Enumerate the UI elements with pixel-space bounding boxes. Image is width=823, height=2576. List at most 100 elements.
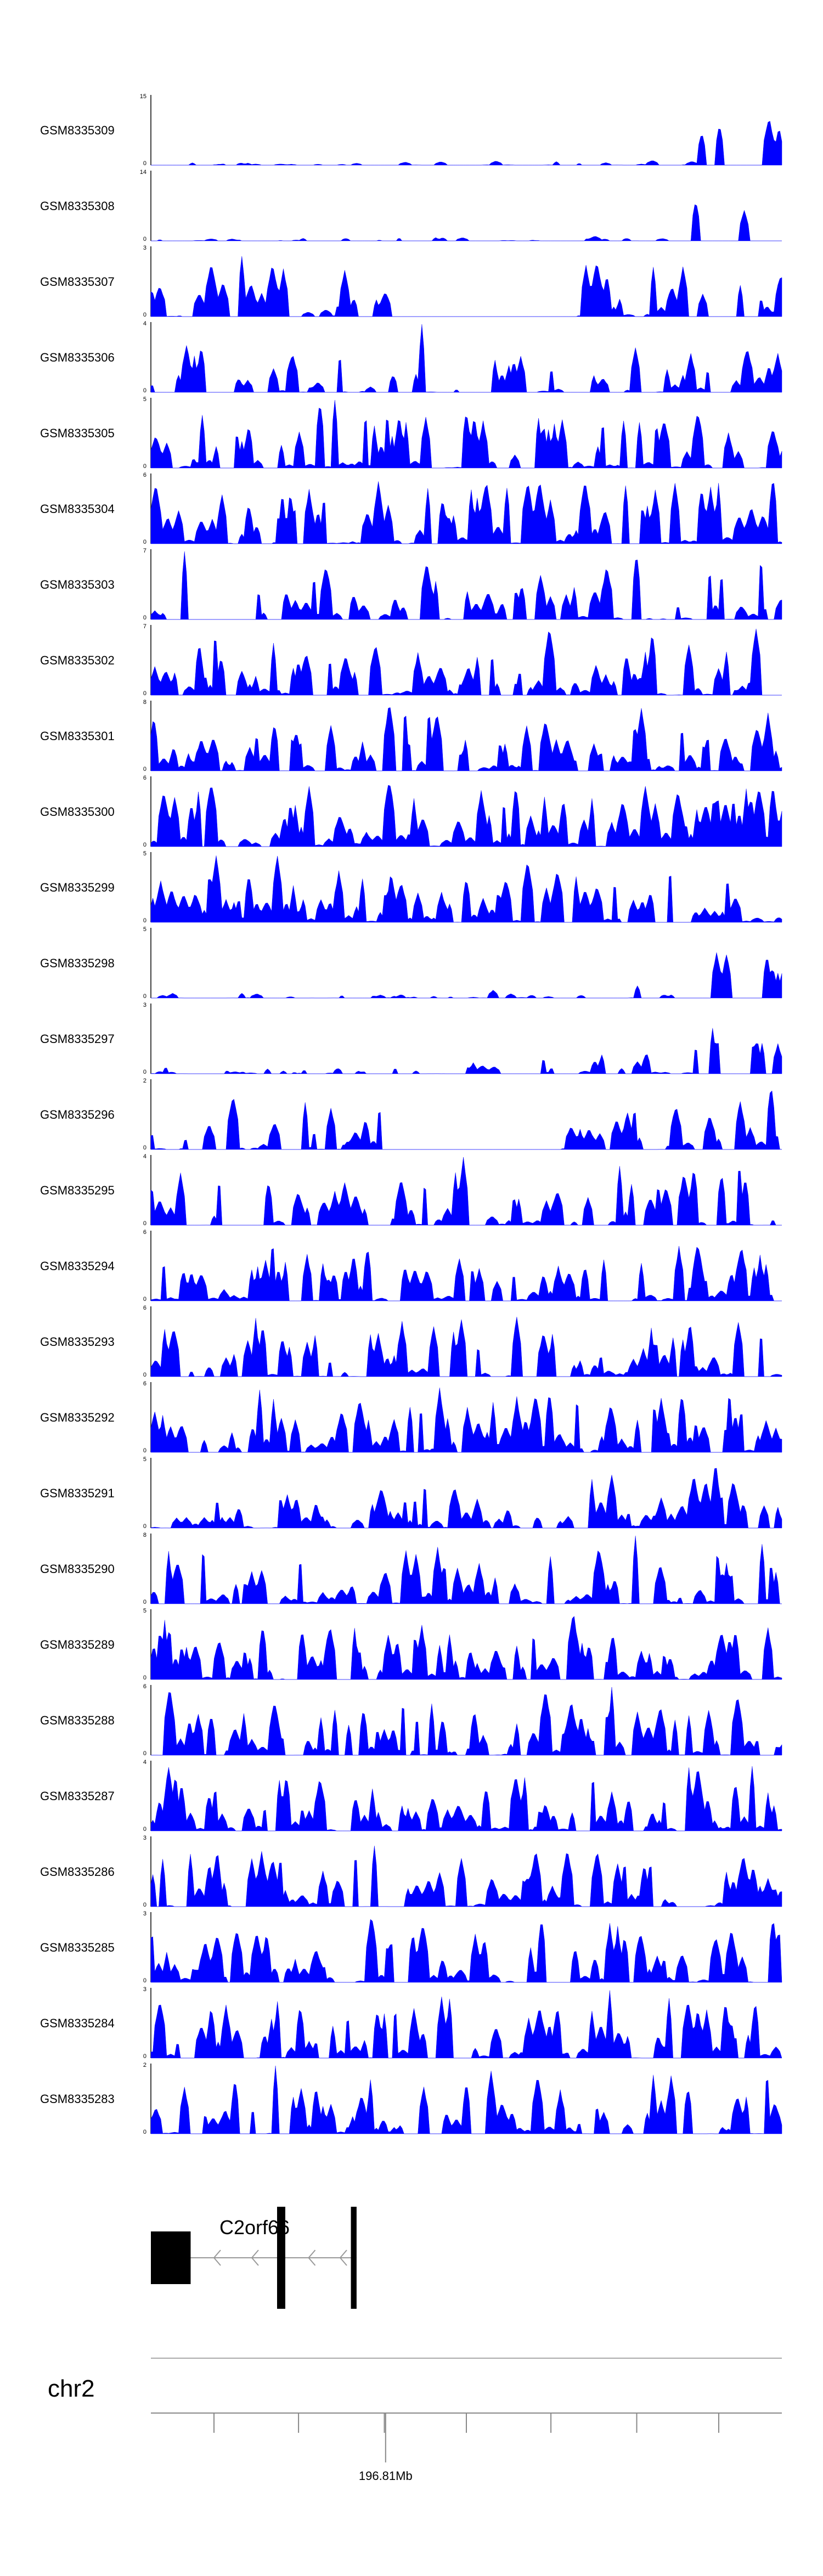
track-GSM8335289: GSM8335289 5 0 bbox=[40, 1608, 782, 1681]
track-ymax-label: 14 bbox=[140, 169, 146, 176]
coverage-area bbox=[150, 399, 782, 469]
coverage-area bbox=[150, 551, 782, 620]
track-ymax-label: 6 bbox=[143, 1380, 146, 1387]
track-ymax-label: 6 bbox=[143, 1229, 146, 1236]
track-label: GSM8335299 bbox=[40, 881, 115, 894]
track-GSM8335303: GSM8335303 7 0 bbox=[40, 548, 782, 621]
track-ymin-label: 0 bbox=[143, 463, 146, 470]
track-ymax-label: 6 bbox=[143, 775, 146, 781]
track-ymin-label: 0 bbox=[143, 1902, 146, 1908]
coverage-area bbox=[150, 1846, 782, 1907]
track-label: GSM8335303 bbox=[40, 578, 115, 591]
track-GSM8335285: GSM8335285 3 0 bbox=[40, 1910, 782, 1984]
track-ymax-label: 8 bbox=[143, 1532, 146, 1538]
track-ymax-label: 6 bbox=[143, 1305, 146, 1311]
track-ymin-label: 0 bbox=[143, 312, 146, 318]
track-ymax-label: 3 bbox=[143, 1986, 146, 1993]
coverage-area bbox=[150, 1388, 782, 1453]
track-ymax-label: 15 bbox=[140, 93, 146, 100]
track-label: GSM8335284 bbox=[40, 2016, 115, 2030]
coverage-area bbox=[150, 1687, 782, 1756]
chromosome-label: chr2 bbox=[48, 2375, 95, 2402]
track-ymax-label: 7 bbox=[143, 623, 146, 630]
track-ymax-label: 2 bbox=[143, 2062, 146, 2068]
exon-block bbox=[277, 2207, 285, 2309]
coverage-area bbox=[150, 707, 782, 771]
track-ymin-label: 0 bbox=[143, 1675, 146, 1681]
track-label: GSM8335291 bbox=[40, 1486, 115, 1500]
track-ymax-label: 5 bbox=[143, 396, 146, 403]
strand-arrow bbox=[339, 2250, 347, 2266]
track-GSM8335283: GSM8335283 2 0 bbox=[40, 2062, 782, 2135]
track-label: GSM8335290 bbox=[40, 1562, 115, 1576]
track-GSM8335301: GSM8335301 8 0 bbox=[40, 699, 782, 773]
track-ymax-label: 3 bbox=[143, 1002, 146, 1008]
track-ymax-label: 5 bbox=[143, 926, 146, 933]
track-GSM8335307: GSM8335307 3 0 bbox=[40, 245, 782, 318]
track-GSM8335305: GSM8335305 5 0 bbox=[40, 396, 782, 470]
track-label: GSM8335286 bbox=[40, 1865, 115, 1879]
track-ymax-label: 4 bbox=[143, 1153, 146, 1160]
coverage-area bbox=[150, 1317, 782, 1377]
track-ymax-label: 7 bbox=[143, 548, 146, 554]
track-ymin-label: 0 bbox=[143, 2053, 146, 2060]
track-ymin-label: 0 bbox=[143, 1599, 146, 1605]
track-GSM8335308: GSM8335308 14 0 bbox=[40, 169, 782, 243]
exon-block bbox=[151, 2231, 191, 2284]
coverage-area bbox=[150, 1246, 782, 1301]
signal-tracks: GSM8335309150GSM8335308140GSM833530730GS… bbox=[40, 93, 782, 2135]
track-ymin-label: 0 bbox=[143, 766, 146, 773]
coverage-area bbox=[150, 2065, 782, 2134]
coverage-area bbox=[150, 481, 782, 544]
track-ymax-label: 5 bbox=[143, 1456, 146, 1463]
track-ymin-label: 0 bbox=[143, 917, 146, 924]
coverage-area bbox=[150, 1468, 782, 1529]
track-label: GSM8335293 bbox=[40, 1335, 115, 1349]
coverage-area bbox=[150, 1616, 782, 1680]
exon-block bbox=[351, 2207, 357, 2309]
track-ymin-label: 0 bbox=[143, 236, 146, 243]
track-label: GSM8335292 bbox=[40, 1411, 115, 1424]
track-ymax-label: 3 bbox=[143, 1835, 146, 1841]
track-GSM8335302: GSM8335302 7 0 bbox=[40, 623, 782, 697]
strand-arrow bbox=[213, 2250, 221, 2266]
track-ymin-label: 0 bbox=[143, 1447, 146, 1454]
coverage-area bbox=[150, 1028, 782, 1074]
track-ymin-label: 0 bbox=[143, 2129, 146, 2135]
track-GSM8335297: GSM8335297 3 0 bbox=[40, 1002, 782, 1075]
coverage-area bbox=[151, 204, 782, 241]
track-ymin-label: 0 bbox=[143, 1523, 146, 1530]
track-ymin-label: 0 bbox=[143, 539, 146, 545]
track-ymin-label: 0 bbox=[143, 615, 146, 621]
track-ymax-label: 4 bbox=[143, 320, 146, 327]
track-ymin-label: 0 bbox=[143, 842, 146, 848]
track-ymax-label: 8 bbox=[143, 699, 146, 706]
track-ymax-label: 6 bbox=[143, 1683, 146, 1690]
coverage-area bbox=[150, 1090, 782, 1150]
track-GSM8335287: GSM8335287 4 0 bbox=[40, 1759, 782, 1833]
track-GSM8335304: GSM8335304 6 0 bbox=[40, 472, 782, 545]
track-GSM8335286: GSM8335286 3 0 bbox=[40, 1835, 782, 1908]
coverage-area bbox=[151, 121, 782, 166]
coverage-area bbox=[150, 324, 782, 393]
track-GSM8335306: GSM8335306 4 0 bbox=[40, 320, 782, 394]
coverage-area bbox=[150, 855, 782, 923]
strand-arrow bbox=[308, 2250, 316, 2266]
coverage-area bbox=[150, 256, 782, 317]
track-ymin-label: 0 bbox=[143, 1145, 146, 1151]
track-ymin-label: 0 bbox=[143, 1826, 146, 1833]
track-GSM8335296: GSM8335296 2 0 bbox=[40, 1078, 782, 1151]
track-ymax-label: 5 bbox=[143, 1608, 146, 1614]
track-GSM8335290: GSM8335290 8 0 bbox=[40, 1532, 782, 1605]
track-ymin-label: 0 bbox=[143, 1069, 146, 1075]
track-label: GSM8335306 bbox=[40, 351, 115, 364]
track-GSM8335284: GSM8335284 3 0 bbox=[40, 1986, 782, 2060]
gene-model: C2orf66 bbox=[151, 2207, 357, 2309]
track-label: GSM8335285 bbox=[40, 1941, 115, 1954]
track-ymax-label: 2 bbox=[143, 1078, 146, 1084]
track-label: GSM8335305 bbox=[40, 426, 115, 440]
track-GSM8335294: GSM8335294 6 0 bbox=[40, 1229, 782, 1303]
track-ymin-label: 0 bbox=[143, 1750, 146, 1757]
